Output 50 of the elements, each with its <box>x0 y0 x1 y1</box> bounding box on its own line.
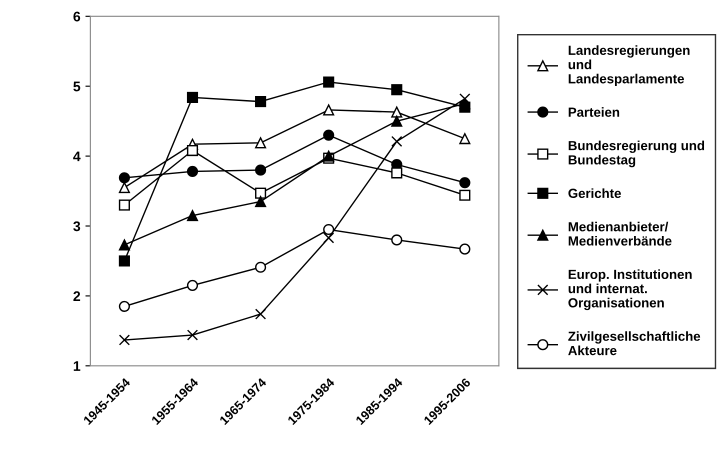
point <box>323 130 334 141</box>
point <box>118 239 130 250</box>
y-tick-label: 5 <box>73 82 80 92</box>
point <box>186 144 198 156</box>
point <box>118 182 130 194</box>
point <box>118 300 130 312</box>
point <box>459 190 470 201</box>
legend-label: Gerichte <box>568 188 621 198</box>
legend-label: Europ. Institutionen und internat. Organisationen <box>568 269 692 310</box>
legend-label: Bundesregierung und Bundestag <box>568 140 704 168</box>
point <box>255 164 266 176</box>
point <box>391 84 402 96</box>
point <box>255 96 266 108</box>
point <box>186 280 198 291</box>
point <box>391 106 402 118</box>
point <box>255 137 266 148</box>
point <box>391 234 402 246</box>
point <box>118 199 130 211</box>
point <box>186 92 198 103</box>
point <box>186 210 198 222</box>
point <box>323 104 334 116</box>
point <box>323 224 334 236</box>
point <box>391 116 402 127</box>
point <box>118 255 130 267</box>
point <box>255 196 266 208</box>
point <box>186 166 198 178</box>
y-tick-label: 6 <box>73 12 80 22</box>
point <box>255 262 266 273</box>
point <box>323 232 334 244</box>
y-tick-label: 3 <box>73 221 80 232</box>
legend-label: Parteien <box>568 107 620 117</box>
y-tick-label: 2 <box>73 291 80 301</box>
point <box>255 308 266 320</box>
point <box>186 330 198 341</box>
point <box>459 98 470 110</box>
legend-label: Zivilgesellschaftliche Akteure <box>568 331 700 356</box>
y-tick-label: 1 <box>74 361 80 371</box>
point <box>459 133 470 144</box>
point <box>323 76 334 88</box>
point <box>391 136 402 147</box>
point <box>459 244 470 255</box>
legend-label: Landesregierungen und Landesparlamente <box>568 45 690 86</box>
point <box>118 334 130 346</box>
y-tick-label: 4 <box>73 152 81 162</box>
point <box>391 167 402 178</box>
point <box>118 172 130 184</box>
point <box>459 93 470 104</box>
point <box>255 188 266 199</box>
legend-label: Medienanbieter/ Medienverbände <box>568 222 672 246</box>
point <box>459 177 470 188</box>
